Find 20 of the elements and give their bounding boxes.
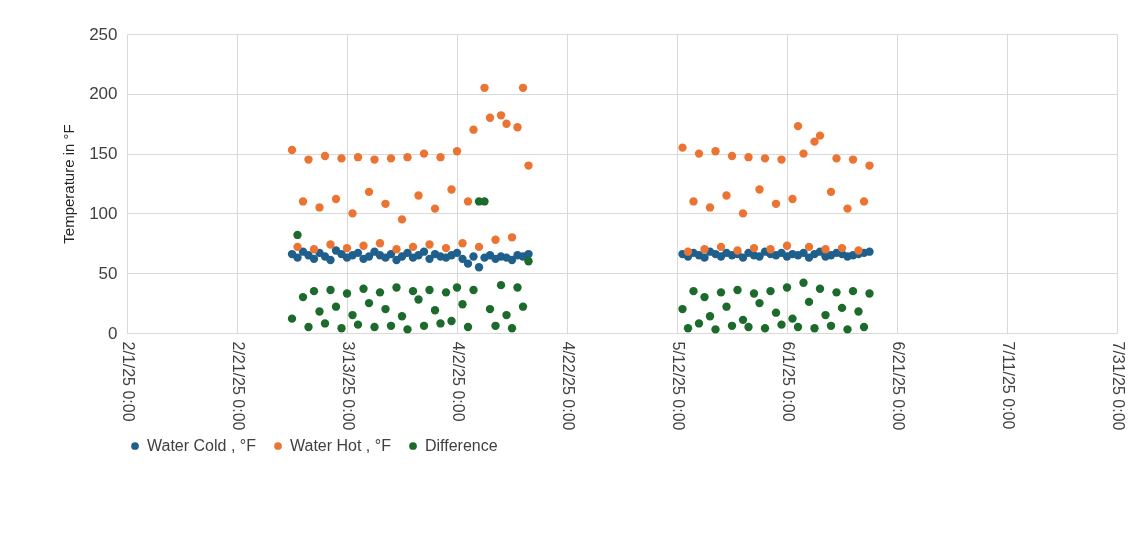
y-tick-label: 0 xyxy=(108,323,118,343)
legend-label: Water Hot , °F xyxy=(290,437,392,454)
x-tick-label: 6/1/25 0:00 xyxy=(779,341,797,422)
y-tick-label: 50 xyxy=(98,263,118,283)
y-tick-label: 200 xyxy=(89,84,118,104)
x-tick-label: 7/31/25 0:00 xyxy=(1109,341,1127,431)
x-tick-label: 3/13/25 0:00 xyxy=(339,341,357,431)
x-tick-label: 6/21/25 0:00 xyxy=(889,341,907,431)
y-tick-label: 100 xyxy=(89,203,118,223)
legend-label: Difference xyxy=(425,437,498,454)
y-tick-label: 250 xyxy=(89,24,118,44)
x-tick-label: 2/21/25 0:00 xyxy=(229,341,247,431)
y-axis-title: Temperature in °F xyxy=(60,124,78,244)
x-tick-label: 5/12/25 0:00 xyxy=(669,341,687,431)
y-tick-label: 150 xyxy=(89,144,118,164)
legend-label: Water Cold , °F xyxy=(147,437,257,454)
x-tick-label: 7/11/25 0:00 xyxy=(999,341,1017,430)
x-tick-label: 4/22/25 0:00 xyxy=(559,341,577,431)
x-tick-label: 2/1/25 0:00 xyxy=(119,341,137,422)
x-tick-label: 4/2/25 0:00 xyxy=(449,341,467,422)
